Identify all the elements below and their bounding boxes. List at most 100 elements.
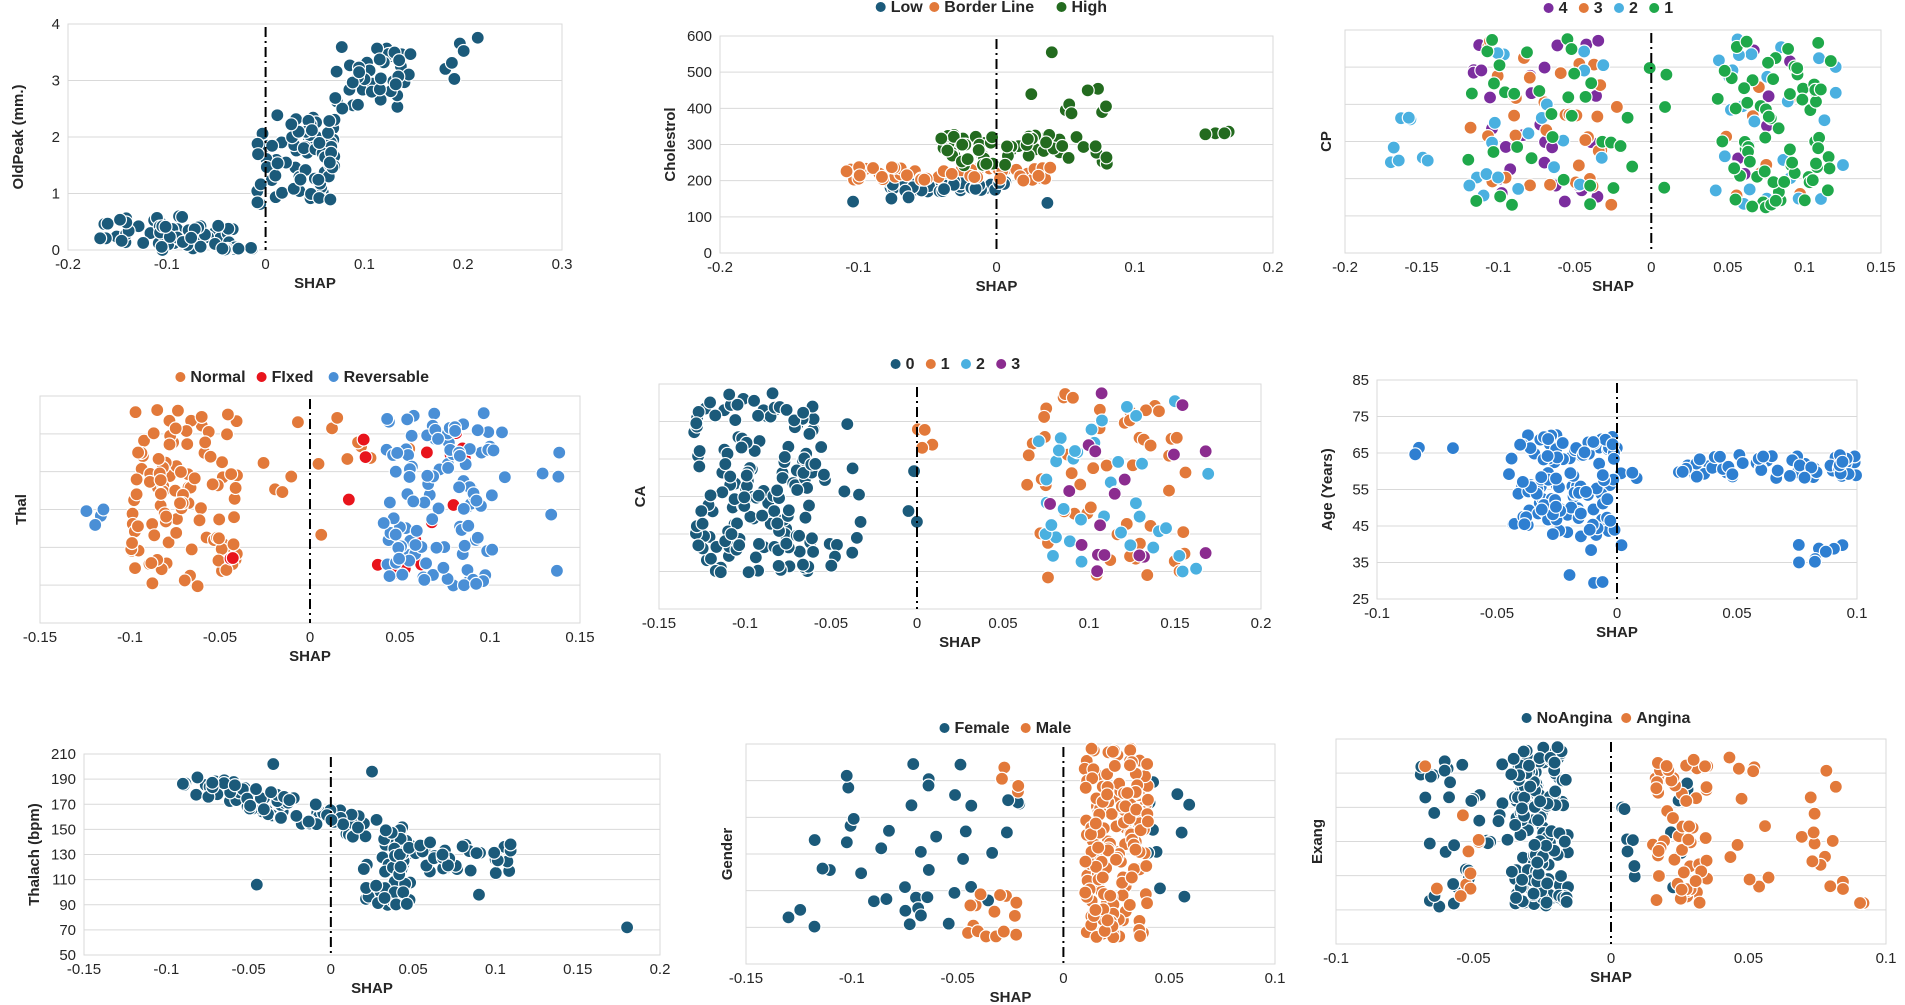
data-point xyxy=(1113,525,1129,540)
chart-thal: -0.15 -0.1 -0.05 0 0.05 0.1 0.15 SHAP Thal Normal… xyxy=(13,369,595,665)
data-point xyxy=(874,841,889,856)
data-point xyxy=(994,771,1010,786)
data-point xyxy=(1751,879,1767,894)
data-point xyxy=(1117,472,1132,487)
data-point xyxy=(1097,547,1112,563)
data-point xyxy=(1486,144,1501,160)
data-point xyxy=(1818,544,1833,559)
data-point xyxy=(345,75,360,90)
x-tick-label: 0.05 xyxy=(1155,970,1184,987)
data-point xyxy=(1069,129,1084,145)
x-tick-label: -0.05 xyxy=(231,961,265,978)
x-axis-label: SHAP xyxy=(351,980,393,997)
data-point xyxy=(985,845,1000,861)
data-point xyxy=(1747,114,1762,129)
legend-label: 3 xyxy=(1011,356,1020,373)
data-point xyxy=(1758,130,1773,145)
data-point xyxy=(417,572,432,588)
data-point xyxy=(1140,756,1155,772)
data-point xyxy=(390,445,405,461)
data-point xyxy=(1742,154,1757,169)
x-tick-label: -0.1 xyxy=(845,259,871,276)
data-point xyxy=(184,542,199,557)
data-point xyxy=(718,456,733,472)
y-axis-label: Thalach (bpm) xyxy=(26,803,43,906)
data-point xyxy=(1078,780,1093,795)
data-point xyxy=(249,877,264,892)
data-point xyxy=(114,233,129,248)
y-axis-label: Cholestrol xyxy=(662,107,679,181)
data-point xyxy=(441,460,456,476)
data-point xyxy=(1835,454,1850,469)
x-tick-label: -0.1 xyxy=(153,961,179,978)
data-point xyxy=(1583,542,1599,558)
legend-marker xyxy=(939,723,950,733)
x-tick-label: -0.15 xyxy=(642,615,676,632)
data-point xyxy=(549,563,565,578)
x-tick-label: 0 xyxy=(1647,259,1655,276)
data-point xyxy=(1791,537,1806,552)
data-point xyxy=(1600,492,1615,507)
data-point xyxy=(486,443,501,458)
data-point xyxy=(256,455,271,471)
data-point xyxy=(1688,873,1703,889)
data-point xyxy=(1805,854,1820,869)
data-point xyxy=(168,421,183,436)
legend: 0 1 2 3 xyxy=(890,356,1020,373)
legend-marker xyxy=(256,372,267,382)
data-point xyxy=(1504,451,1519,466)
data-point xyxy=(485,542,500,557)
data-point xyxy=(151,451,166,466)
data-point xyxy=(129,472,144,487)
y-tick-label: 200 xyxy=(687,173,712,190)
data-point xyxy=(193,501,209,516)
data-point xyxy=(1605,437,1620,452)
data-point xyxy=(1531,813,1546,828)
data-point xyxy=(1491,814,1506,829)
data-point xyxy=(169,525,184,540)
data-point xyxy=(334,39,349,55)
x-axis-label: SHAP xyxy=(1590,969,1632,986)
data-point xyxy=(373,71,388,86)
x-tick-label: 0.1 xyxy=(1079,615,1100,632)
x-axis-label: SHAP xyxy=(294,275,336,292)
data-point xyxy=(1526,886,1541,901)
data-point xyxy=(1080,83,1095,98)
data-point xyxy=(311,456,326,471)
data-point xyxy=(400,412,415,427)
data-point xyxy=(1524,151,1539,166)
legend-label: Male xyxy=(1036,720,1072,737)
data-point xyxy=(170,403,186,418)
data-point xyxy=(1091,840,1106,855)
data-point xyxy=(1083,500,1098,515)
legend-marker xyxy=(961,359,971,369)
data-point xyxy=(884,160,899,175)
data-point xyxy=(1045,548,1061,563)
data-point xyxy=(1657,99,1673,115)
data-point xyxy=(1527,837,1542,852)
data-point xyxy=(1676,865,1691,880)
data-point xyxy=(263,785,279,800)
data-point xyxy=(1119,399,1135,414)
data-point xyxy=(1550,38,1565,53)
x-tick-label: 0.05 xyxy=(988,615,1017,632)
data-point xyxy=(1819,763,1834,778)
data-point xyxy=(273,810,289,825)
data-point xyxy=(1182,797,1197,812)
data-point xyxy=(1725,467,1740,482)
data-point xyxy=(1584,76,1599,91)
data-point xyxy=(1408,447,1423,462)
y-tick-label: 85 xyxy=(1352,372,1369,389)
data-point xyxy=(1161,483,1177,498)
data-point xyxy=(1740,95,1755,110)
data-point xyxy=(1123,743,1138,758)
data-point xyxy=(1609,99,1624,115)
data-point xyxy=(1805,173,1820,188)
legend-label: Border Line xyxy=(944,0,1034,16)
data-point xyxy=(1723,849,1738,865)
y-tick-label: 500 xyxy=(687,64,712,81)
data-point xyxy=(1461,844,1476,859)
data-point xyxy=(1811,35,1826,50)
x-tick-label: 0.05 xyxy=(385,629,414,646)
data-point xyxy=(1043,160,1058,175)
